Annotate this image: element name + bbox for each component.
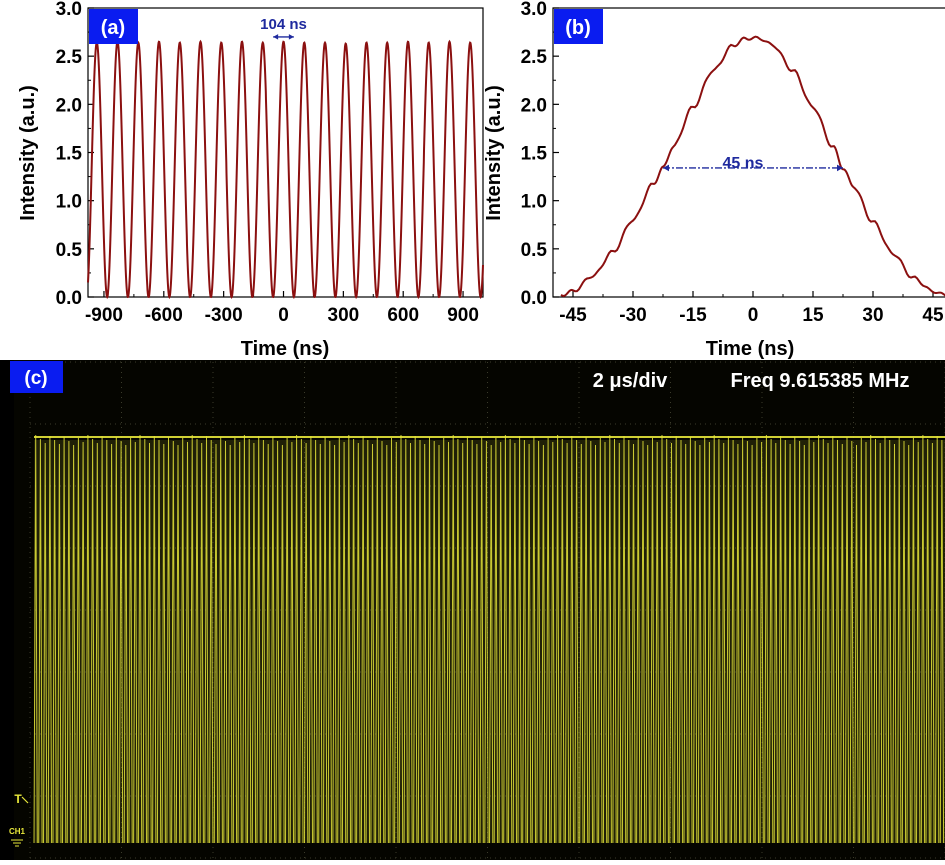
- pulse-train-line: [87, 39, 484, 299]
- x-tick-label: -30: [619, 305, 646, 326]
- ground-icon: [11, 839, 23, 847]
- trigger-arrow-icon: [21, 796, 29, 804]
- panel-c-label-box: [10, 361, 63, 393]
- panel-b-arrow-head-right: [837, 164, 843, 172]
- scope-channel-label: CH1: [9, 827, 26, 836]
- y-tick-label: 0.0: [56, 288, 82, 309]
- panel-b-x-axis-title: Time (ns): [706, 338, 795, 360]
- panel-b-trace: [560, 35, 945, 298]
- x-tick-label: 0: [748, 305, 759, 326]
- panel-c-label: (c): [24, 368, 47, 389]
- y-tick-label: 3.0: [56, 0, 82, 20]
- x-tick-label: -45: [559, 305, 587, 326]
- y-tick-label: 1.5: [521, 144, 548, 165]
- panel-a-period-label: 104 ns: [260, 16, 307, 33]
- panel-b-label: (b): [565, 17, 591, 39]
- panel-b-annotation: 45 ns: [663, 155, 843, 172]
- scope-timebase-label: 2 μs/div: [593, 370, 668, 392]
- panel-b-arrow-head-left: [663, 164, 669, 172]
- y-tick-label: 3.0: [521, 0, 547, 20]
- panel-b-fwhm-label: 45 ns: [723, 155, 764, 172]
- scope-frequency-label: Freq 9.615385 MHz: [731, 370, 910, 392]
- scope-left-bezel: [0, 360, 14, 860]
- x-tick-label: 600: [387, 305, 419, 326]
- panel-a-label-box: [89, 9, 138, 44]
- panel-a-annotation: 104 ns: [260, 16, 307, 40]
- panel-b-ticks: 0.0 0.5 1.0 1.5 2.0 2.5 3.0 -45 -30 -15 0 15 30 45: [521, 0, 944, 326]
- panel-a-trace: [87, 39, 484, 299]
- y-tick-label: 1.0: [56, 192, 82, 213]
- panel-b-y-axis-title: Intensity (a.u.): [483, 85, 505, 221]
- panel-a-arrow-head-left: [273, 34, 279, 40]
- scope-trigger-marker: T: [14, 792, 22, 806]
- y-tick-label: 1.0: [521, 192, 547, 213]
- x-tick-label: 300: [328, 305, 360, 326]
- panel-a-arrow-head-right: [288, 34, 294, 40]
- panel-a-x-axis-title: Time (ns): [241, 338, 330, 360]
- x-tick-label: 30: [862, 305, 883, 326]
- y-tick-label: 0.0: [521, 288, 547, 309]
- panel-b-label-box: [554, 9, 603, 44]
- x-tick-label: -15: [679, 305, 707, 326]
- x-tick-label: -300: [205, 305, 243, 326]
- x-tick-label: 900: [447, 305, 479, 326]
- x-tick-label: 15: [802, 305, 824, 326]
- panel-c-oscilloscope: (c) 2 μs/div Freq 9.615385 MHz T CH1: [0, 360, 945, 860]
- y-tick-label: 2.5: [521, 47, 548, 68]
- y-tick-label: 0.5: [56, 240, 83, 261]
- y-tick-label: 2.0: [56, 95, 82, 116]
- panel-a-ticks: 0.0 0.5 1.0 1.5 2.0 2.5 3.0 -900 -600 -300 0 300 600…: [56, 0, 479, 326]
- panel-a-label: (a): [101, 17, 125, 39]
- scope-trace: [33, 434, 945, 844]
- panel-a-y-axis-title: Intensity (a.u.): [17, 85, 39, 221]
- panel-a-chart: 0.0 0.5 1.0 1.5 2.0 2.5 3.0 -900 -600 -300 0 300 600…: [17, 0, 484, 360]
- y-tick-label: 1.5: [56, 144, 83, 165]
- y-tick-label: 2.0: [521, 95, 547, 116]
- x-tick-label: -600: [145, 305, 183, 326]
- panel-b-plot-frame: [552, 7, 945, 298]
- x-tick-label: 45: [922, 305, 944, 326]
- x-tick-label: -900: [85, 305, 123, 326]
- pulse-profile-line: [560, 35, 945, 298]
- y-tick-label: 0.5: [521, 240, 548, 261]
- y-tick-label: 2.5: [56, 47, 83, 68]
- panel-b-chart: 0.0 0.5 1.0 1.5 2.0 2.5 3.0 -45 -30 -15 0 15 30 45 45…: [483, 0, 945, 360]
- scope-trace-envelope: [34, 440, 945, 843]
- x-tick-label: 0: [278, 305, 289, 326]
